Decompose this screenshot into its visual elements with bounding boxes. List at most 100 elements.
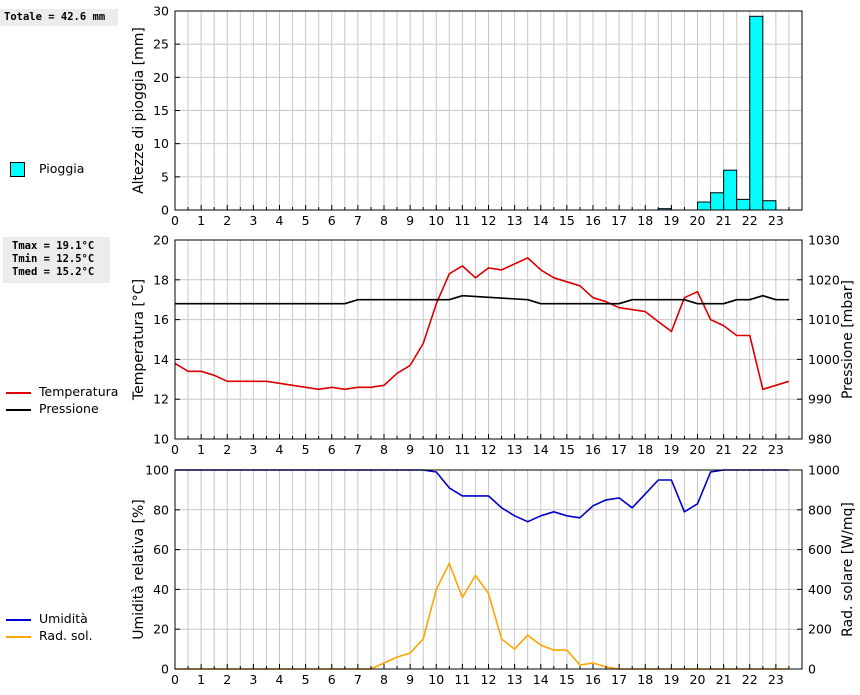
radiation-swatch bbox=[6, 636, 31, 638]
tmin-text: Tmin = 12.5°C bbox=[12, 253, 95, 265]
x-tick-label: 5 bbox=[302, 442, 310, 457]
y-tick-label: 20 bbox=[153, 233, 169, 248]
x-tick-label: 18 bbox=[637, 442, 653, 457]
x-tick-label: 2 bbox=[223, 213, 231, 228]
legend-item-pioggia: Pioggia bbox=[4, 161, 134, 178]
x-tick-label: 5 bbox=[302, 672, 310, 687]
series-line bbox=[174, 257, 790, 391]
rain-bar bbox=[749, 15, 764, 211]
y-tick-label: 14 bbox=[153, 352, 169, 367]
x-tick-label: 1 bbox=[197, 213, 205, 228]
x-tick-label: 22 bbox=[742, 672, 758, 687]
rain-swatch bbox=[10, 162, 25, 177]
y2-axis-label: Pressione [mbar] bbox=[840, 280, 856, 399]
legend-label-pioggia: Pioggia bbox=[39, 161, 85, 176]
x-tick-label: 6 bbox=[328, 213, 336, 228]
x-tick-label: 14 bbox=[533, 442, 549, 457]
x-tick-label: 7 bbox=[354, 672, 362, 687]
x-tick-label: 14 bbox=[533, 213, 549, 228]
y2-tick-label: 1000 bbox=[808, 463, 840, 478]
x-tick-label: 15 bbox=[559, 213, 575, 228]
x-tick-label: 9 bbox=[406, 442, 414, 457]
y-tick-label: 30 bbox=[153, 4, 169, 19]
x-tick-label: 12 bbox=[481, 213, 497, 228]
y2-tick-label: 1020 bbox=[808, 272, 840, 287]
x-tick-label: 13 bbox=[507, 672, 523, 687]
x-tick-label: 0 bbox=[171, 213, 179, 228]
y2-tick-label: 0 bbox=[808, 662, 816, 677]
x-tick-label: 3 bbox=[249, 213, 257, 228]
x-tick-label: 11 bbox=[454, 442, 470, 457]
x-tick-label: 9 bbox=[406, 672, 414, 687]
y2-tick-label: 1010 bbox=[808, 312, 840, 327]
temperature-swatch bbox=[6, 392, 31, 394]
pressure-swatch bbox=[6, 409, 31, 411]
x-tick-label: 15 bbox=[559, 442, 575, 457]
x-tick-label: 8 bbox=[380, 213, 388, 228]
x-tick-label: 21 bbox=[716, 672, 732, 687]
humidity-swatch bbox=[6, 619, 31, 621]
y-tick-label: 16 bbox=[153, 312, 169, 327]
x-tick-label: 21 bbox=[716, 213, 732, 228]
x-tick-label: 20 bbox=[690, 213, 706, 228]
x-tick-label: 19 bbox=[663, 672, 679, 687]
x-tick-label: 0 bbox=[171, 672, 179, 687]
y-tick-label: 5 bbox=[161, 169, 169, 184]
x-tick-label: 10 bbox=[428, 213, 444, 228]
y2-tick-label: 1030 bbox=[808, 233, 840, 248]
x-tick-label: 3 bbox=[249, 442, 257, 457]
x-tick-label: 5 bbox=[302, 213, 310, 228]
y2-tick-label: 1000 bbox=[808, 352, 840, 367]
rain-bar bbox=[697, 201, 712, 211]
x-tick-label: 20 bbox=[690, 672, 706, 687]
y-tick-label: 0 bbox=[161, 203, 169, 218]
legend-item-umidita: Umidità bbox=[4, 611, 134, 628]
legend-label-rad-sol: Rad. sol. bbox=[39, 628, 93, 643]
y-axis-label: Altezze di pioggia [mm] bbox=[131, 27, 147, 194]
legend-item-pressione: Pressione bbox=[4, 401, 134, 418]
x-tick-label: 16 bbox=[585, 213, 601, 228]
rain-bar bbox=[762, 200, 777, 211]
series-line bbox=[175, 469, 789, 523]
x-tick-label: 4 bbox=[276, 672, 284, 687]
x-tick-label: 14 bbox=[533, 672, 549, 687]
legend-item-temperatura: Temperatura bbox=[4, 384, 134, 401]
rain-total-text: Totale = 42.6 mm bbox=[4, 11, 106, 23]
x-tick-label: 19 bbox=[663, 442, 679, 457]
x-tick-label: 4 bbox=[276, 213, 284, 228]
y2-tick-label: 800 bbox=[808, 502, 832, 517]
y-tick-label: 25 bbox=[153, 37, 169, 52]
x-tick-label: 21 bbox=[716, 442, 732, 457]
y2-tick-label: 980 bbox=[808, 432, 832, 447]
y-axis-label: Umidità relativa [%] bbox=[131, 499, 147, 640]
y-tick-label: 10 bbox=[153, 432, 169, 447]
tmed-text: Tmed = 15.2°C bbox=[12, 266, 95, 278]
x-tick-label: 13 bbox=[507, 442, 523, 457]
humidity-legend: Umidità Rad. sol. bbox=[4, 611, 134, 645]
x-tick-label: 17 bbox=[611, 672, 627, 687]
x-tick-label: 23 bbox=[768, 213, 784, 228]
y-tick-label: 40 bbox=[153, 582, 169, 597]
x-tick-label: 0 bbox=[171, 442, 179, 457]
y-tick-label: 20 bbox=[153, 622, 169, 637]
x-tick-label: 11 bbox=[454, 672, 470, 687]
rain-bar bbox=[710, 192, 725, 211]
x-tick-label: 8 bbox=[380, 442, 388, 457]
y-tick-label: 20 bbox=[153, 70, 169, 85]
x-tick-label: 6 bbox=[328, 442, 336, 457]
x-tick-label: 12 bbox=[481, 442, 497, 457]
x-tick-label: 4 bbox=[276, 442, 284, 457]
y-tick-label: 12 bbox=[153, 392, 169, 407]
x-tick-label: 23 bbox=[768, 442, 784, 457]
rain-bar bbox=[723, 169, 738, 211]
x-tick-label: 19 bbox=[663, 213, 679, 228]
y-tick-label: 10 bbox=[153, 136, 169, 151]
y-tick-label: 18 bbox=[153, 272, 169, 287]
y-tick-label: 0 bbox=[161, 662, 169, 677]
x-tick-label: 22 bbox=[742, 213, 758, 228]
x-tick-label: 2 bbox=[223, 442, 231, 457]
panel-humidity-radiation: 0 1 2 3 4 5 6 7 8 9 10 11 12 13 14 15 16 17 18 19 20 21 22 2302… bbox=[131, 463, 856, 688]
x-tick-label: 1 bbox=[197, 442, 205, 457]
y-axis-label: Temperatura [°C] bbox=[131, 279, 147, 401]
